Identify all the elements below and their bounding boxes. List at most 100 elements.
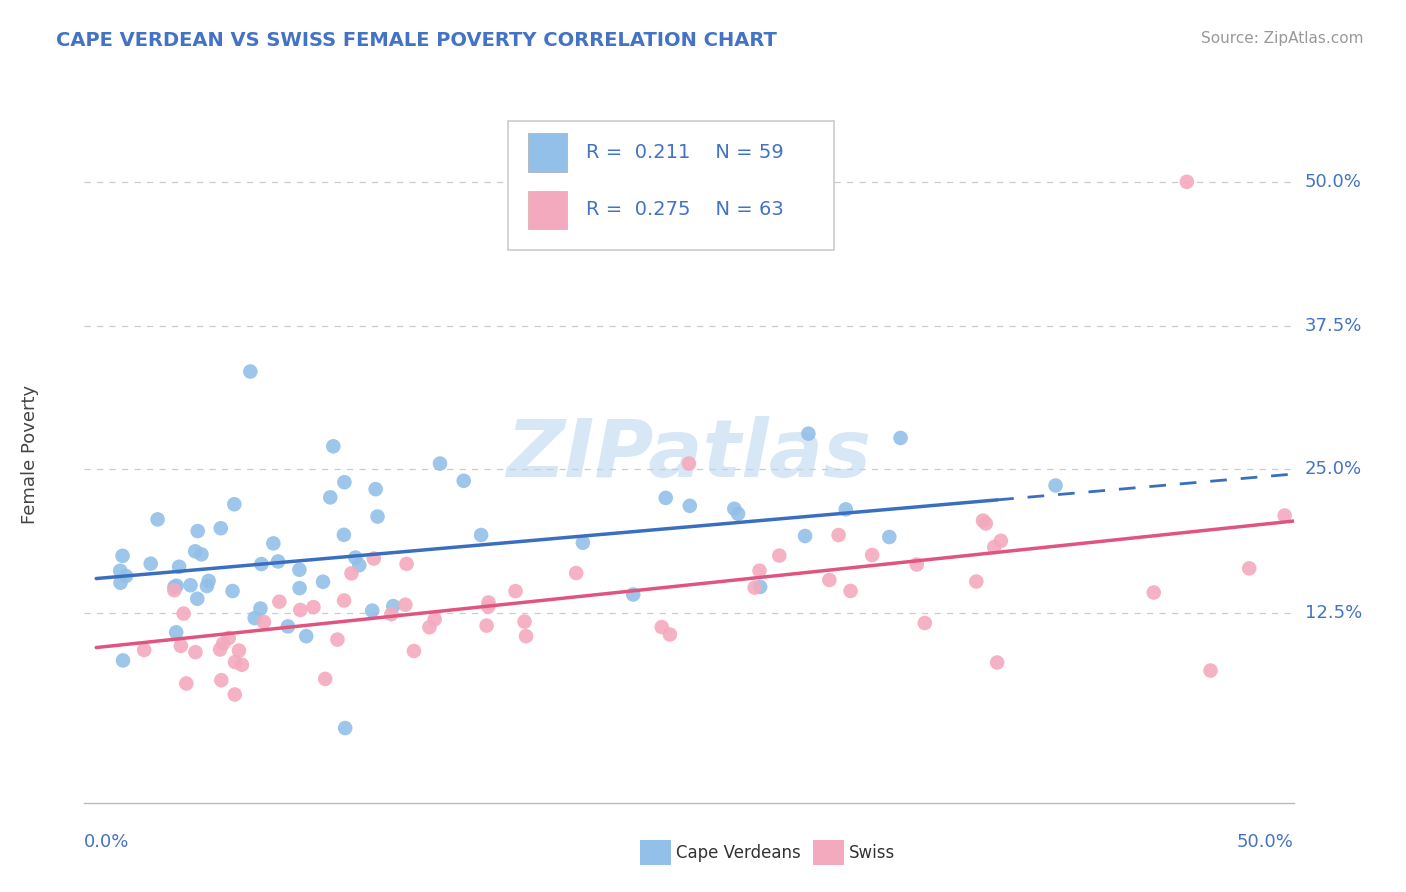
Text: Female Poverty: Female Poverty: [21, 385, 39, 524]
Point: [312, 574, 335, 589]
Text: 0.0%: 0.0%: [84, 833, 129, 851]
Point: [184, 544, 207, 558]
Point: [744, 581, 766, 595]
Point: [1365, 517, 1388, 532]
Point: [322, 439, 344, 453]
Point: [190, 547, 212, 561]
Point: [173, 607, 195, 621]
Point: [797, 426, 820, 441]
Text: R =  0.275    N = 63: R = 0.275 N = 63: [586, 200, 785, 219]
Point: [367, 509, 389, 524]
Point: [277, 619, 299, 633]
Point: [768, 549, 790, 563]
Point: [505, 584, 527, 599]
Point: [1175, 175, 1198, 189]
Point: [221, 584, 243, 599]
Point: [180, 578, 202, 592]
Point: [139, 557, 162, 571]
Point: [1237, 561, 1260, 575]
Point: [621, 588, 644, 602]
Point: [288, 563, 311, 577]
Point: [115, 569, 138, 583]
Point: [253, 615, 276, 629]
Text: Cape Verdeans: Cape Verdeans: [676, 844, 801, 862]
Point: [218, 631, 240, 645]
Point: [184, 645, 207, 659]
Point: [269, 595, 291, 609]
Point: [748, 564, 770, 578]
Point: [402, 644, 425, 658]
Point: [163, 580, 186, 594]
Point: [914, 615, 936, 630]
Point: [835, 502, 858, 516]
Point: [429, 457, 451, 471]
Point: [1389, 675, 1406, 690]
FancyBboxPatch shape: [529, 191, 567, 229]
Point: [165, 625, 187, 640]
Point: [186, 591, 208, 606]
Point: [515, 629, 537, 643]
Point: [890, 431, 912, 445]
Point: [333, 593, 356, 607]
Point: [572, 535, 595, 549]
Point: [1045, 478, 1067, 492]
Point: [394, 598, 416, 612]
Text: 12.5%: 12.5%: [1305, 604, 1362, 622]
Point: [228, 643, 250, 657]
Text: R =  0.211    N = 59: R = 0.211 N = 59: [586, 143, 785, 161]
Point: [224, 688, 246, 702]
Text: 50.0%: 50.0%: [1237, 833, 1294, 851]
Point: [111, 653, 134, 667]
Point: [879, 530, 901, 544]
Point: [513, 615, 536, 629]
Point: [678, 457, 700, 471]
Point: [477, 599, 499, 614]
Point: [827, 528, 849, 542]
Point: [453, 474, 475, 488]
Point: [749, 580, 772, 594]
Point: [839, 584, 862, 599]
Point: [319, 491, 342, 505]
Point: [176, 676, 198, 690]
Point: [314, 672, 336, 686]
Point: [651, 620, 673, 634]
Point: [302, 600, 325, 615]
Point: [187, 524, 209, 538]
Point: [658, 627, 681, 641]
Point: [363, 551, 385, 566]
Point: [333, 528, 356, 542]
Text: Swiss: Swiss: [849, 844, 896, 862]
Point: [288, 581, 311, 595]
Point: [860, 548, 883, 562]
Point: [723, 501, 745, 516]
Point: [209, 673, 232, 688]
Point: [477, 595, 499, 609]
Point: [170, 639, 193, 653]
Point: [382, 599, 405, 613]
Point: [262, 536, 284, 550]
Point: [295, 629, 318, 643]
Point: [655, 491, 678, 505]
Point: [110, 575, 132, 590]
Point: [1274, 508, 1296, 523]
Point: [1341, 523, 1364, 537]
Point: [818, 573, 841, 587]
Point: [361, 604, 384, 618]
Point: [794, 529, 817, 543]
Point: [250, 557, 273, 571]
Point: [134, 643, 156, 657]
Point: [108, 564, 131, 578]
Text: 50.0%: 50.0%: [1305, 173, 1361, 191]
Point: [1143, 585, 1166, 599]
Point: [364, 482, 387, 496]
Point: [197, 574, 219, 588]
Point: [239, 365, 262, 379]
Point: [167, 559, 190, 574]
Point: [163, 583, 186, 598]
Point: [249, 601, 271, 615]
Point: [209, 521, 232, 535]
Point: [111, 549, 134, 563]
Point: [470, 528, 492, 542]
Point: [349, 558, 371, 573]
Text: ZIPatlas: ZIPatlas: [506, 416, 872, 494]
